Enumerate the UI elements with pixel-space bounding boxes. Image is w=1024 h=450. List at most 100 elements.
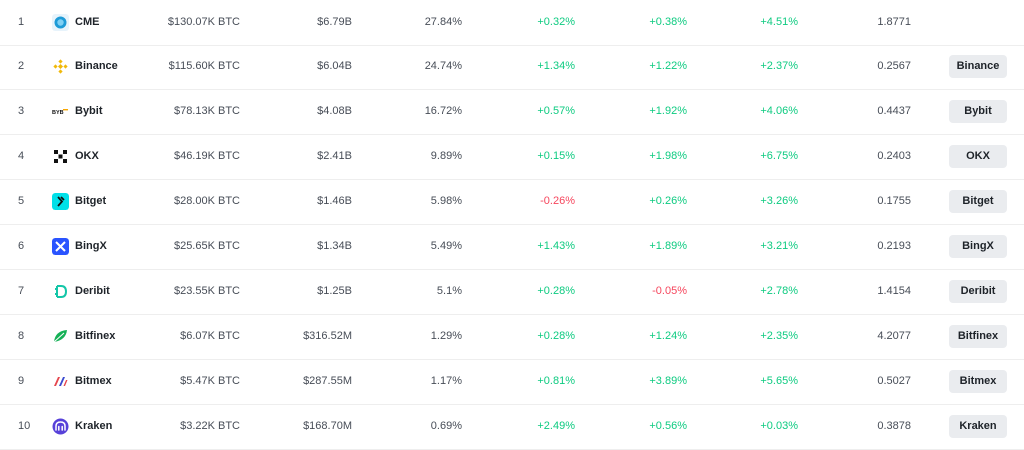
ratio-cell: 0.5027	[877, 375, 911, 387]
trade-button-okx[interactable]: OKX	[949, 145, 1007, 168]
exchange-name: Deribit	[75, 285, 110, 297]
rank-cell: 6	[18, 240, 25, 252]
table-row-bitfinex: 8 Bitfinex $6.07K BTC $316.52M 1.29% +0.…	[0, 314, 1024, 360]
change-3-cell: +3.26%	[760, 195, 798, 207]
change-3-cell: +6.75%	[760, 150, 798, 162]
change-3-cell: +2.78%	[760, 285, 798, 297]
trade-button-bitfinex[interactable]: Bitfinex	[949, 325, 1007, 348]
exchange-cell[interactable]: Kraken	[52, 404, 112, 449]
trade-button-bingx[interactable]: BingX	[949, 235, 1007, 258]
change-3-cell: +4.51%	[760, 16, 798, 28]
open-interest-usd-cell: $1.25B	[317, 285, 352, 297]
change-2-cell: +1.92%	[649, 105, 687, 117]
trade-button-deribit[interactable]: Deribit	[949, 280, 1007, 303]
table-row-bitmex: 9 Bitmex $5.47K BTC $287.55M 1.17% +0.81…	[0, 359, 1024, 405]
trade-button-bybit[interactable]: Bybit	[949, 100, 1007, 123]
market-share-cell: 0.69%	[430, 420, 462, 432]
cme-logo-icon	[52, 14, 69, 31]
market-share-cell: 5.98%	[430, 195, 462, 207]
bingx-logo-icon	[52, 238, 69, 255]
open-interest-usd-cell: $316.52M	[303, 330, 352, 342]
deribit-logo-icon	[52, 283, 69, 300]
ratio-cell: 0.3878	[877, 420, 911, 432]
table-row-bybit: 3 BYB Bybit $78.13K BTC $4.08B 16.72% +0…	[0, 89, 1024, 135]
open-interest-btc-cell: $115.60K BTC	[168, 60, 240, 72]
change-1-cell: +2.49%	[537, 420, 575, 432]
exchange-cell[interactable]: Bitget	[52, 179, 106, 224]
open-interest-btc-cell: $25.65K BTC	[173, 240, 240, 252]
open-interest-usd-cell: $168.70M	[303, 420, 352, 432]
rank-cell: 2	[18, 60, 25, 72]
change-1-cell: +0.15%	[537, 150, 575, 162]
change-2-cell: +1.89%	[649, 240, 687, 252]
exchange-name: Kraken	[75, 420, 113, 432]
table-row-deribit: 7 Deribit $23.55K BTC $1.25B 5.1% +0.28%…	[0, 269, 1024, 315]
exchange-cell[interactable]: OKX	[52, 134, 99, 179]
exchange-cell[interactable]: Deribit	[52, 269, 110, 314]
ratio-cell: 0.4437	[877, 105, 911, 117]
exchange-name: Bitmex	[75, 375, 112, 387]
rank-cell: 10	[18, 420, 31, 432]
market-share-cell: 1.29%	[430, 330, 462, 342]
svg-text:BYB: BYB	[52, 110, 64, 116]
open-interest-btc-cell: $78.13K BTC	[173, 105, 240, 117]
rank-cell: 8	[18, 330, 25, 342]
change-2-cell: +1.22%	[649, 60, 687, 72]
exchange-cell[interactable]: Bitfinex	[52, 314, 115, 359]
open-interest-usd-cell: $6.04B	[317, 60, 352, 72]
bitfinex-logo-icon	[52, 328, 69, 345]
change-1-cell: +0.57%	[537, 105, 575, 117]
rank-cell: 4	[18, 150, 25, 162]
trade-button-kraken[interactable]: Kraken	[949, 415, 1007, 438]
rank-cell: 5	[18, 195, 25, 207]
open-interest-usd-cell: $1.46B	[317, 195, 352, 207]
exchange-cell[interactable]: Binance	[52, 44, 118, 89]
table-row-okx: 4 OKX $46.19K BTC $2.41B 9.89% +0.15% +1…	[0, 134, 1024, 180]
open-interest-btc-cell: $23.55K BTC	[173, 285, 240, 297]
kraken-logo-icon	[52, 418, 69, 435]
bitget-logo-icon	[52, 193, 69, 210]
change-2-cell: -0.05%	[652, 285, 687, 297]
change-3-cell: +5.65%	[760, 375, 798, 387]
change-2-cell: +3.89%	[649, 375, 687, 387]
trade-button-bitget[interactable]: Bitget	[949, 190, 1007, 213]
table-row-binance: 2 Binance $115.60K BTC $6.04B 24.74% +1.…	[0, 44, 1024, 90]
open-interest-btc-cell: $5.47K BTC	[180, 375, 240, 387]
change-3-cell: +0.03%	[760, 420, 798, 432]
okx-logo-icon	[52, 148, 69, 165]
ratio-cell: 0.1755	[877, 195, 911, 207]
exchange-name: Bybit	[75, 105, 103, 117]
open-interest-btc-cell: $3.22K BTC	[180, 420, 240, 432]
trade-button-bitmex[interactable]: Bitmex	[949, 370, 1007, 393]
exchange-cell[interactable]: Bitmex	[52, 359, 112, 404]
trade-button-binance[interactable]: Binance	[949, 55, 1007, 78]
change-3-cell: +2.37%	[760, 60, 798, 72]
change-1-cell: +0.81%	[537, 375, 575, 387]
change-2-cell: +0.26%	[649, 195, 687, 207]
exchange-name: Bitget	[75, 195, 107, 207]
table-row-bitget: 5 Bitget $28.00K BTC $1.46B 5.98% -0.26%…	[0, 179, 1024, 225]
change-2-cell: +0.56%	[649, 420, 687, 432]
bitmex-logo-icon	[52, 373, 69, 390]
exchange-name: OKX	[75, 150, 99, 162]
exchange-name: Binance	[75, 60, 118, 72]
change-1-cell: +0.28%	[537, 285, 575, 297]
market-share-cell: 1.17%	[430, 375, 462, 387]
open-interest-btc-cell: $28.00K BTC	[173, 195, 240, 207]
market-share-cell: 16.72%	[424, 105, 462, 117]
exchange-cell[interactable]: CME	[52, 0, 99, 45]
ratio-cell: 4.2077	[877, 330, 911, 342]
bybit-logo-icon: BYB	[52, 103, 69, 120]
exchange-name: CME	[75, 16, 100, 28]
table-row-kraken: 10 Kraken $3.22K BTC $168.70M 0.69% +2.4…	[0, 404, 1024, 450]
change-2-cell: +0.38%	[649, 16, 687, 28]
open-interest-usd-cell: $2.41B	[317, 150, 352, 162]
table-row-cme: 1 CME $130.07K BTC $6.79B 27.84% +0.32% …	[0, 0, 1024, 46]
exchange-cell[interactable]: BYB Bybit	[52, 89, 103, 134]
table-row-bingx: 6 BingX $25.65K BTC $1.34B 5.49% +1.43% …	[0, 224, 1024, 270]
open-interest-usd-cell: $4.08B	[317, 105, 352, 117]
exchange-cell[interactable]: BingX	[52, 224, 107, 269]
ratio-cell: 1.8771	[877, 16, 911, 28]
open-interest-usd-cell: $287.55M	[303, 375, 352, 387]
